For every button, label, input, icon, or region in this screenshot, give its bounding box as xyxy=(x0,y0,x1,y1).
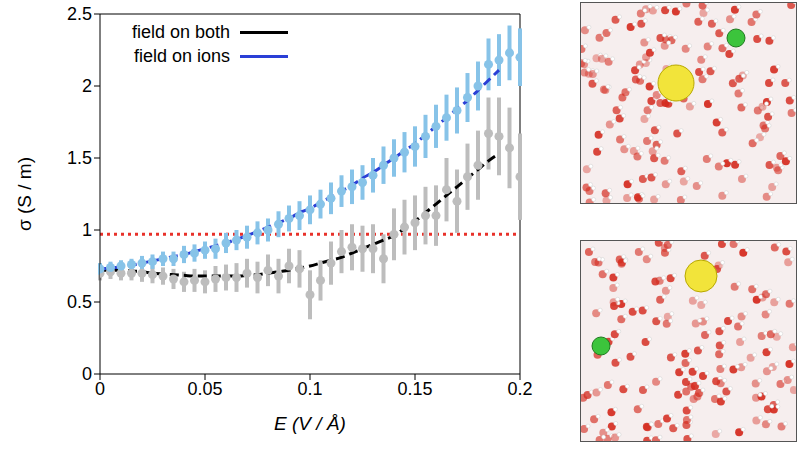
svg-text:0: 0 xyxy=(95,379,105,399)
svg-text:0.5: 0.5 xyxy=(67,292,92,312)
svg-text:0.15: 0.15 xyxy=(397,379,432,399)
svg-text:1.5: 1.5 xyxy=(67,148,92,168)
svg-text:0.1: 0.1 xyxy=(297,379,322,399)
html-text:field on ions: field on ions xyxy=(134,46,231,66)
svg-text:0.2: 0.2 xyxy=(507,379,532,399)
svg-text:0.05: 0.05 xyxy=(187,379,222,399)
html-text:field on both: field on both xyxy=(132,22,231,42)
svg-text:2: 2 xyxy=(82,76,92,96)
svg-text:0: 0 xyxy=(82,364,92,384)
svg-text:σ (S / m): σ (S / m) xyxy=(14,157,35,231)
svg-text:E (V / Å): E (V / Å) xyxy=(274,413,346,434)
svg-text:1: 1 xyxy=(82,220,92,240)
svg-text:2.5: 2.5 xyxy=(67,4,92,24)
